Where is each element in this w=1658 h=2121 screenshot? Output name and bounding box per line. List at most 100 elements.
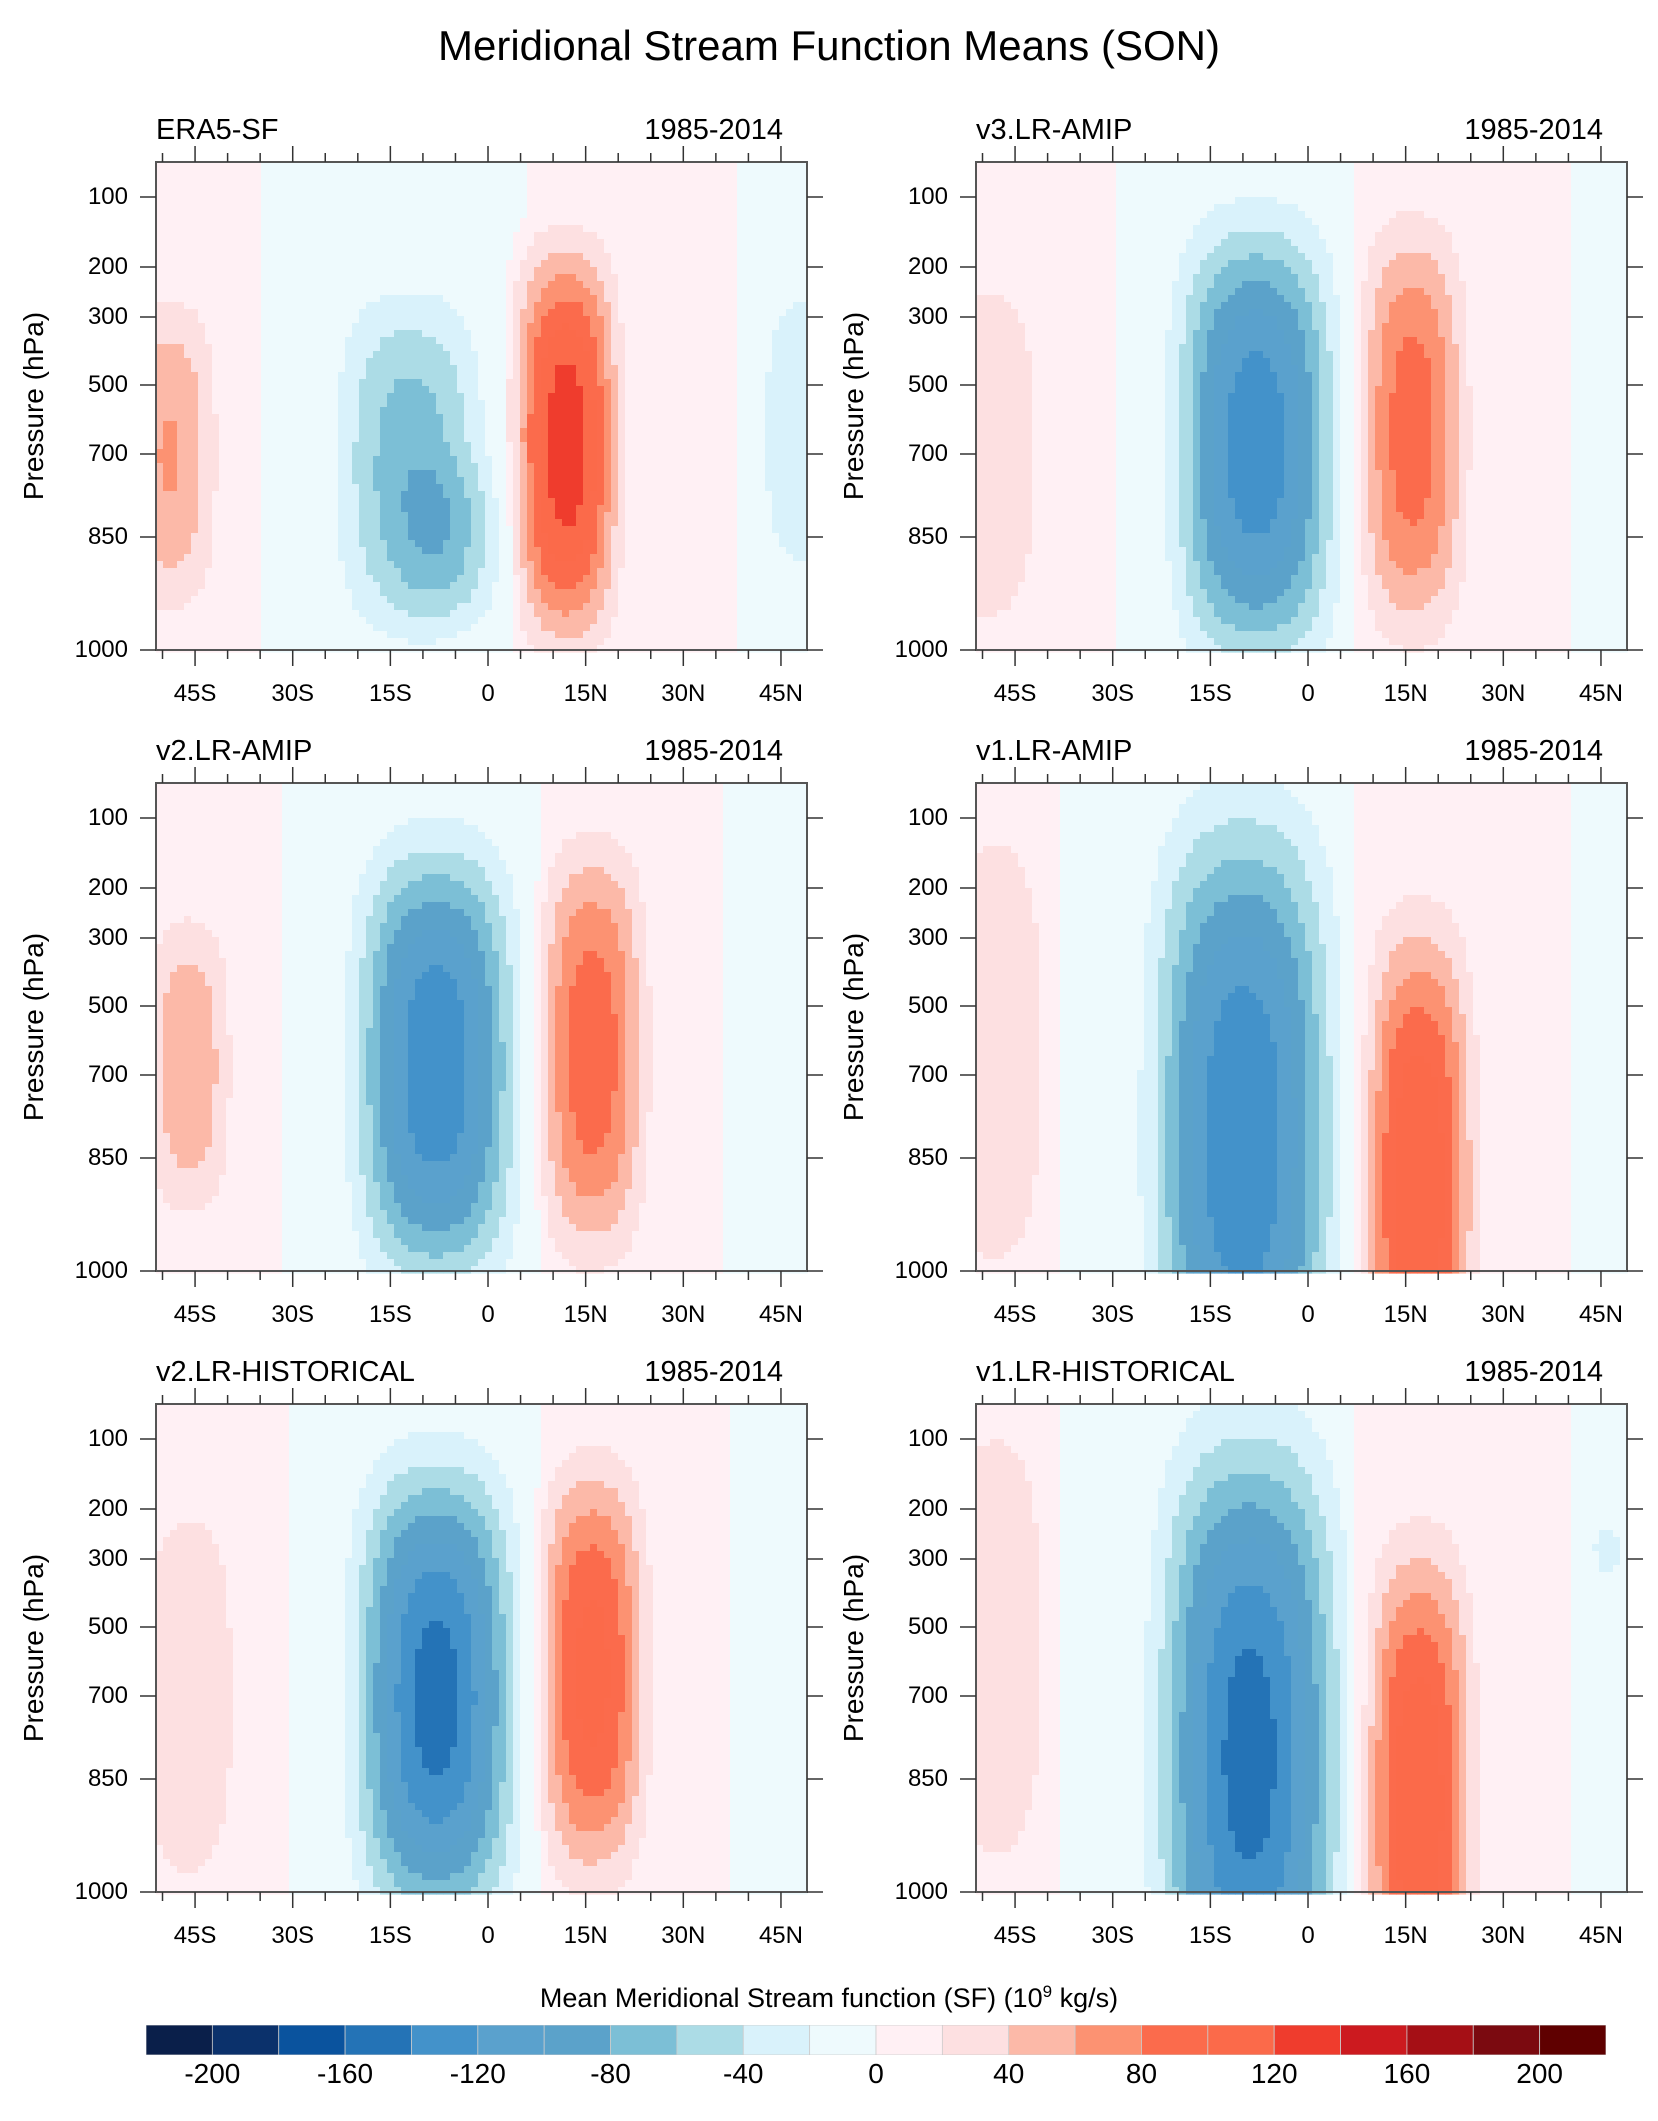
contour-cell xyxy=(282,295,290,303)
contour-cell xyxy=(471,169,479,177)
contour-cell xyxy=(429,337,437,345)
contour-cell xyxy=(282,442,290,450)
contour-cell xyxy=(800,470,808,478)
contour-cell xyxy=(408,428,416,436)
contour-cell xyxy=(422,288,430,296)
contour-cell xyxy=(205,491,213,499)
contour-cell xyxy=(618,309,626,317)
contour-cell xyxy=(387,526,395,534)
contour-cell xyxy=(723,232,731,240)
contour-cell xyxy=(345,400,353,408)
contour-cell xyxy=(674,246,682,254)
contour-cell xyxy=(156,274,164,282)
contour-cell xyxy=(443,519,451,527)
contour-cell xyxy=(471,372,479,380)
contour-cell xyxy=(177,344,185,352)
contour-cell xyxy=(373,274,381,282)
contour-cell xyxy=(422,274,430,282)
contour-cell xyxy=(744,477,752,485)
contour-cell xyxy=(632,190,640,198)
contour-cell xyxy=(366,484,374,492)
contour-cell xyxy=(751,253,759,261)
contour-cell xyxy=(184,274,192,282)
contour-cell xyxy=(317,302,325,310)
contour-cell xyxy=(450,526,458,534)
contour-cell xyxy=(233,463,241,471)
contour-cell xyxy=(737,281,745,289)
contour-cell xyxy=(198,162,206,170)
contour-cell xyxy=(779,519,787,527)
contour-cell xyxy=(611,330,619,338)
contour-cell xyxy=(415,176,423,184)
contour-cell xyxy=(716,470,724,478)
contour-cell xyxy=(562,309,570,317)
contour-cell xyxy=(464,225,472,233)
contour-cell xyxy=(653,372,661,380)
contour-cell xyxy=(667,288,675,296)
contour-cell xyxy=(485,309,493,317)
contour-cell xyxy=(534,442,542,450)
contour-cell xyxy=(744,239,752,247)
contour-cell xyxy=(373,253,381,261)
contour-cell xyxy=(317,225,325,233)
contour-cell xyxy=(415,449,423,457)
contour-cell xyxy=(576,421,584,429)
contour-cell xyxy=(233,477,241,485)
contour-cell xyxy=(282,204,290,212)
contour-cell xyxy=(422,491,430,499)
contour-cell xyxy=(569,204,577,212)
contour-cell xyxy=(569,393,577,401)
contour-cell xyxy=(499,393,507,401)
contour-cell xyxy=(240,386,248,394)
contour-cell xyxy=(618,344,626,352)
contour-cell xyxy=(674,435,682,443)
contour-cell xyxy=(744,365,752,373)
contour-cell xyxy=(331,204,339,212)
contour-cell xyxy=(226,246,234,254)
contour-cell xyxy=(464,365,472,373)
contour-cell xyxy=(506,533,514,541)
contour-cell xyxy=(541,386,549,394)
contour-cell xyxy=(625,197,633,205)
contour-cell xyxy=(548,512,556,520)
contour-cell xyxy=(247,309,255,317)
contour-cell xyxy=(289,274,297,282)
contour-cell xyxy=(443,218,451,226)
contour-cell xyxy=(205,498,213,506)
contour-cell xyxy=(527,183,535,191)
contour-cell xyxy=(303,204,311,212)
contour-cell xyxy=(268,281,276,289)
contour-cell xyxy=(261,295,269,303)
contour-cell xyxy=(471,491,479,499)
contour-cell xyxy=(429,267,437,275)
contour-cell xyxy=(415,477,423,485)
contour-cell xyxy=(639,372,647,380)
contour-cell xyxy=(233,239,241,247)
contour-cell xyxy=(289,484,297,492)
contour-cell xyxy=(240,400,248,408)
contour-cell xyxy=(422,393,430,401)
contour-cell xyxy=(443,162,451,170)
contour-cell xyxy=(212,197,220,205)
contour-cell xyxy=(562,442,570,450)
contour-cell xyxy=(723,309,731,317)
contour-cell xyxy=(590,442,598,450)
contour-cell xyxy=(289,498,297,506)
contour-cell xyxy=(247,246,255,254)
contour-cell xyxy=(576,344,584,352)
contour-cell xyxy=(408,232,416,240)
contour-cell xyxy=(205,351,213,359)
contour-cell xyxy=(485,344,493,352)
contour-cell xyxy=(534,253,542,261)
contour-cell xyxy=(163,253,171,261)
contour-cell xyxy=(555,477,563,485)
contour-cell xyxy=(212,421,220,429)
contour-cell xyxy=(380,302,388,310)
contour-cell xyxy=(632,302,640,310)
contour-cell xyxy=(184,414,192,422)
contour-cell xyxy=(744,470,752,478)
contour-cell xyxy=(541,351,549,359)
contour-cell xyxy=(457,197,465,205)
contour-cell xyxy=(604,204,612,212)
contour-cell xyxy=(457,239,465,247)
